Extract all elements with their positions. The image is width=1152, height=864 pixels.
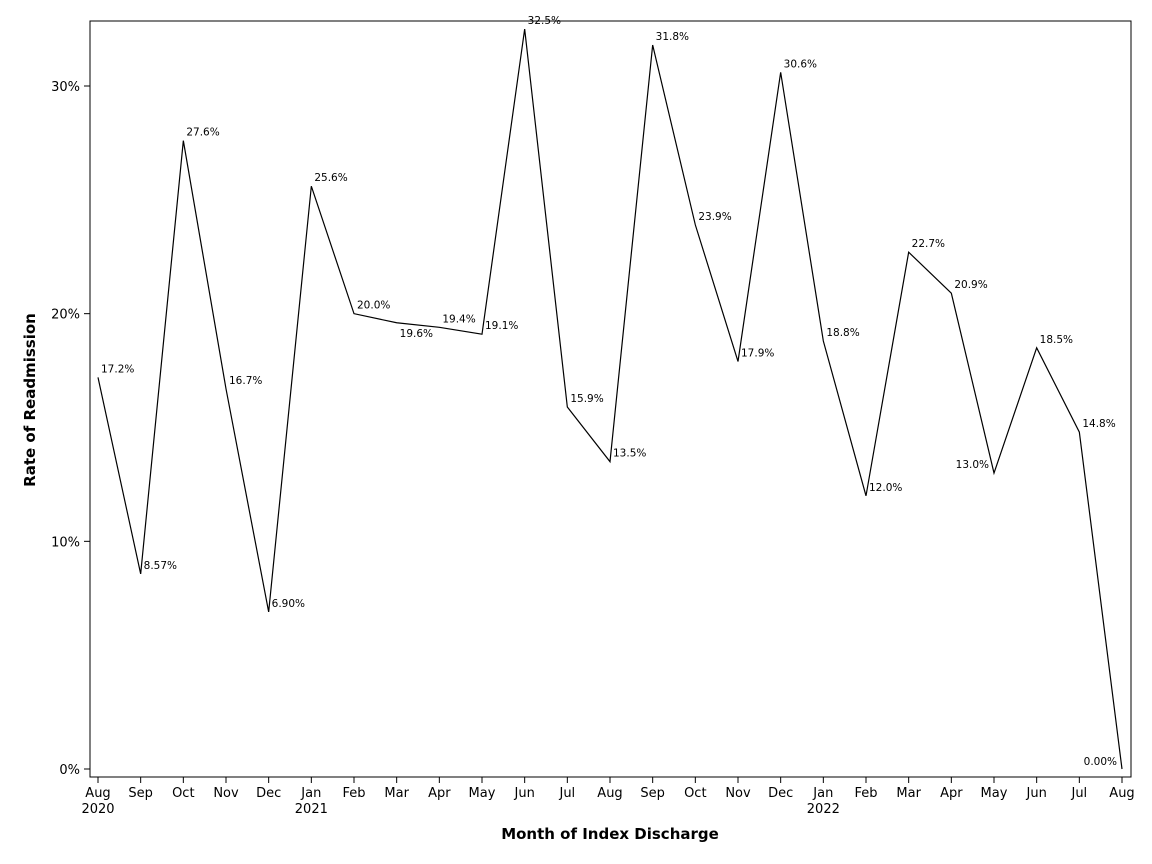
- data-point-label: 17.9%: [741, 347, 774, 359]
- x-tick-label: Jul: [1070, 786, 1087, 801]
- y-tick-label: 0%: [59, 763, 80, 778]
- data-point-label: 19.1%: [485, 320, 518, 332]
- x-tick-label: Dec: [768, 786, 793, 801]
- data-point-label: 15.9%: [570, 393, 603, 405]
- data-point-label: 16.7%: [229, 375, 262, 387]
- x-tick-label: Nov: [213, 786, 239, 801]
- data-point-label: 17.2%: [101, 363, 134, 375]
- x-tick-label: Jan: [300, 786, 321, 801]
- y-axis: 0% 10% 20% 30%: [51, 80, 90, 778]
- data-point-label: 18.5%: [1040, 334, 1073, 346]
- data-point-label: 31.8%: [656, 31, 689, 43]
- x-tick-label: Sep: [640, 786, 665, 801]
- x-tick-label: Jun: [514, 786, 535, 801]
- x-tick-label: Feb: [342, 786, 365, 801]
- data-point-label: 19.4%: [442, 313, 475, 325]
- plot-frame: [89, 20, 1132, 778]
- x-tick-label: May: [981, 786, 1008, 801]
- x-tick-year-label: 2022: [807, 802, 840, 817]
- data-point-label: 0.00%: [1084, 756, 1117, 768]
- x-tick-label: Oct: [172, 786, 194, 801]
- x-tick-label: Sep: [128, 786, 153, 801]
- data-point-label: 25.6%: [314, 172, 347, 184]
- x-tick-label: Nov: [725, 786, 751, 801]
- data-point-label: 18.8%: [826, 327, 859, 339]
- x-tick-label: Aug: [1109, 786, 1134, 801]
- data-point-label: 14.8%: [1082, 418, 1115, 430]
- x-tick-label: Mar: [896, 786, 921, 801]
- x-tick-label: Jul: [558, 786, 575, 801]
- readmission-rate-line: [97, 29, 1123, 770]
- y-tick-label: 20%: [51, 308, 80, 323]
- data-point-label: 30.6%: [784, 58, 817, 70]
- data-labels: 17.2% 8.57% 27.6% 16.7% 6.90% 25.6% 20.0% 19.6%…: [101, 15, 1117, 768]
- data-point-label: 22.7%: [912, 238, 945, 250]
- x-tick-label: Jan: [812, 786, 833, 801]
- x-tick-label: Dec: [256, 786, 281, 801]
- x-tick-label: Jun: [1026, 786, 1047, 801]
- x-tick-label: May: [469, 786, 496, 801]
- x-tick-label: Apr: [428, 786, 451, 801]
- x-tick-label: Aug: [85, 786, 110, 801]
- x-axis-title: Month of Index Discharge: [501, 825, 719, 843]
- y-tick-label: 10%: [51, 535, 80, 550]
- x-tick-label: Feb: [854, 786, 877, 801]
- x-tick-year-label: 2020: [81, 802, 114, 817]
- y-axis-title: Rate of Readmission: [21, 313, 39, 487]
- y-tick-label: 30%: [51, 80, 80, 95]
- x-tick-label: Aug: [597, 786, 622, 801]
- data-point-label: 12.0%: [869, 482, 902, 494]
- x-tick-year-label: 2021: [295, 802, 328, 817]
- data-point-label: 23.9%: [698, 211, 731, 223]
- x-tick-label: Apr: [940, 786, 963, 801]
- data-point-label: 19.6%: [400, 328, 433, 340]
- data-point-label: 13.0%: [956, 459, 989, 471]
- data-point-label: 27.6%: [186, 127, 219, 139]
- data-point-label: 13.5%: [613, 448, 646, 460]
- x-tick-label: Oct: [684, 786, 706, 801]
- data-point-label: 20.9%: [954, 279, 987, 291]
- data-point-label: 8.57%: [144, 560, 177, 572]
- data-point-label: 20.0%: [357, 300, 390, 312]
- data-point-label: 6.90%: [272, 598, 305, 610]
- x-tick-label: Mar: [384, 786, 409, 801]
